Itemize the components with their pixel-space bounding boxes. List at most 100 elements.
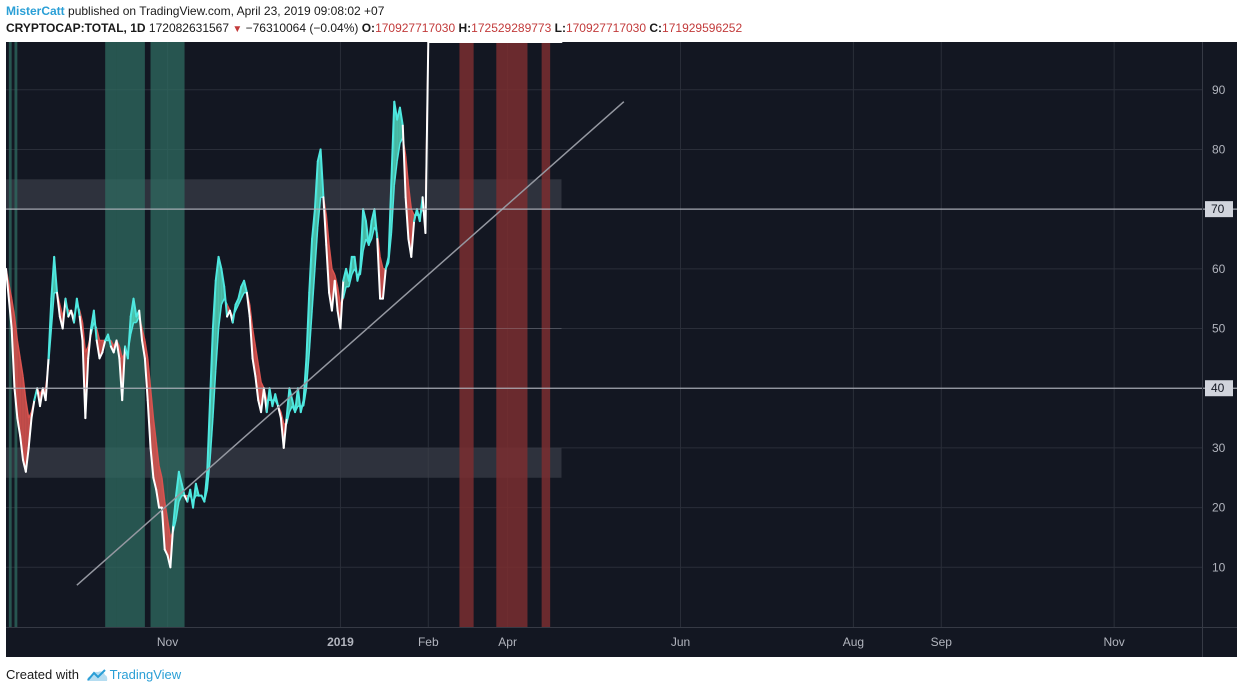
ema-line-segment <box>370 226 376 240</box>
ema-line-segment <box>59 304 64 317</box>
symbol-info: CRYPTOCAP:TOTAL, 1D 172082631567 ▼ −7631… <box>6 20 1237 38</box>
price-line-segment <box>217 255 223 270</box>
price-line-segment <box>175 470 180 497</box>
ema-line-segment <box>348 274 353 287</box>
ema-line-segment <box>212 370 217 419</box>
high-label: H: <box>458 21 472 35</box>
price-line-segment <box>56 291 61 318</box>
y-tick-label: 20 <box>1212 501 1226 515</box>
price-line-segment <box>87 327 93 360</box>
author-link[interactable]: MisterCatt <box>6 4 65 18</box>
ema-line-segment <box>362 238 367 252</box>
ema-line-segment <box>234 304 240 311</box>
ema-line-segment <box>237 298 242 305</box>
price-label-text: 70 <box>1211 202 1225 216</box>
bearish-zone <box>496 42 528 627</box>
ema-line-segment <box>302 388 308 407</box>
ema-line-segment <box>248 304 254 329</box>
price-line-segment <box>143 357 149 402</box>
price-line-segment <box>268 387 274 408</box>
price-line-segment <box>311 208 316 240</box>
tradingview-brand[interactable]: TradingView <box>109 667 182 682</box>
created-with-text: Created with <box>6 667 79 682</box>
price-line-segment <box>24 446 30 473</box>
ema-line-segment <box>16 340 21 359</box>
y-tick-label: 50 <box>1212 322 1226 336</box>
price-line-segment <box>163 548 169 557</box>
ema-line-segment <box>158 465 163 478</box>
tradingview-logo-icon <box>86 669 107 681</box>
ema-line-segment <box>280 411 285 425</box>
price-line-segment <box>107 333 112 348</box>
price-line-segment <box>121 345 127 402</box>
ema-line-segment <box>81 322 87 353</box>
plot-area <box>6 42 1202 627</box>
ema-line-segment <box>206 459 211 490</box>
price-chart[interactable]: 10 20 30 50 60 80 90 70 40 Nov 2019 Feb Apr Jun Aug Sep… <box>6 42 1237 657</box>
price-line-segment <box>53 255 59 294</box>
low-label: L: <box>554 21 566 35</box>
price-line-segment <box>203 470 209 503</box>
price-line-segment <box>390 100 396 181</box>
price-line-segment <box>356 267 362 282</box>
support-resistance-zone <box>6 179 562 210</box>
price-label-text: 40 <box>1211 381 1225 395</box>
price-line-segment <box>126 315 132 360</box>
ema-line-segment <box>314 227 319 269</box>
price-line-segment <box>78 315 84 342</box>
ema-line-segment <box>13 316 19 341</box>
price-line-segment <box>115 339 121 360</box>
close-label: C: <box>649 21 663 35</box>
price-label-box <box>1205 380 1233 397</box>
bullish-zone <box>8 42 12 627</box>
price-line-segment <box>30 399 36 420</box>
ema-line-segment <box>317 197 322 228</box>
price-line-segment <box>206 399 212 473</box>
price-line-segment <box>410 220 416 258</box>
price-line-segment <box>19 434 25 461</box>
price-line-segment <box>277 405 282 420</box>
x-tick-label: Nov <box>157 635 178 649</box>
ema-line-segment <box>50 292 55 329</box>
price-line-segment <box>234 297 240 306</box>
ema-line-segment <box>19 358 24 377</box>
low-value: 170927717030 <box>565 21 647 35</box>
price-line-segment <box>92 309 98 342</box>
y-tick-label: 30 <box>1212 441 1226 455</box>
ema-line-segment <box>226 304 231 311</box>
price-line-segment <box>146 399 152 449</box>
price-change: −76310064 (−0.04%) <box>245 21 359 35</box>
x-tick-label: Nov <box>1103 635 1124 649</box>
ema-line-segment <box>84 346 89 353</box>
price-line-segment <box>362 208 367 223</box>
price-line-segment <box>387 178 393 258</box>
ema-line-segment <box>220 298 225 305</box>
symbol-name[interactable]: CRYPTOCAP:TOTAL, 1D <box>6 21 146 35</box>
ema-line-segment <box>257 364 262 383</box>
ema-line-segment <box>152 417 157 443</box>
ema-line-segment <box>407 185 413 210</box>
price-line-segment <box>376 237 382 300</box>
price-line-segment <box>308 237 314 294</box>
ema-line-segment <box>25 400 30 419</box>
price-line-segment <box>169 524 175 569</box>
ema-line-segment <box>149 388 155 419</box>
x-tick-label: 2019 <box>327 635 354 649</box>
price-line-segment <box>302 357 308 402</box>
price-line-segment <box>282 417 288 449</box>
ema-line-segment <box>214 328 220 371</box>
price-line-segment <box>381 267 387 300</box>
price-line-segment <box>305 291 311 360</box>
price-line-segment <box>223 285 229 318</box>
bearish-zone <box>541 42 551 627</box>
price-line-segment <box>265 387 271 414</box>
ema-line-segment <box>308 310 313 353</box>
price-line-segment <box>61 297 67 330</box>
price-line-segment <box>50 255 56 300</box>
trendline <box>76 101 625 586</box>
ema-line-segment <box>118 346 123 359</box>
x-tick-label: Sep <box>931 635 953 649</box>
price-line-segment <box>325 243 331 294</box>
x-tick-label: Feb <box>418 635 439 649</box>
ema-line-segment <box>342 286 347 299</box>
